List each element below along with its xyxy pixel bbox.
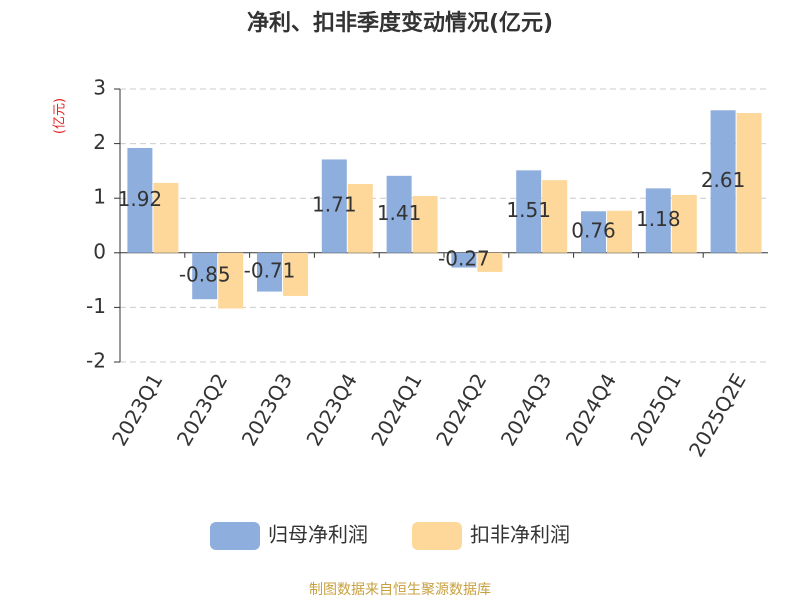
- data-label: 1.51: [506, 198, 551, 222]
- y-tick-label: 3: [93, 76, 106, 100]
- data-label: 1.71: [312, 193, 357, 217]
- y-tick-label: 0: [93, 239, 106, 263]
- chart-title: 净利、扣非季度变动情况(亿元): [247, 10, 553, 36]
- bar: [218, 252, 244, 309]
- legend-swatch[interactable]: [210, 522, 260, 550]
- bar: [645, 188, 671, 253]
- x-tick-label: 2024Q3: [496, 369, 556, 450]
- x-tick-label: 2023Q4: [301, 369, 361, 450]
- x-tick-label: 2023Q1: [107, 369, 167, 450]
- bar: [671, 194, 697, 253]
- bar: [710, 110, 736, 253]
- x-tick-label: 2024Q4: [561, 369, 621, 450]
- y-axis-label: (亿元): [53, 98, 68, 134]
- bar: [736, 113, 762, 253]
- bar: [477, 252, 503, 272]
- source-note: 制图数据来自恒生聚源数据库: [309, 582, 491, 598]
- x-tick-label: 2024Q1: [366, 369, 426, 450]
- bar: [192, 252, 218, 300]
- data-label: 1.18: [636, 207, 681, 231]
- bar: [581, 211, 606, 253]
- y-tick-label: -1: [86, 294, 106, 318]
- data-label: 1.41: [377, 201, 422, 225]
- data-label: -0.71: [244, 259, 296, 283]
- bar: [516, 170, 542, 253]
- data-label: -0.27: [438, 247, 490, 271]
- data-label: 2.61: [701, 168, 746, 192]
- bar: [451, 252, 477, 268]
- y-tick-label: 2: [93, 130, 106, 154]
- x-tick-label: 2025Q1: [625, 369, 685, 450]
- bar: [386, 175, 412, 253]
- bar: [321, 159, 347, 253]
- x-tick-label: 2025Q2E: [684, 369, 751, 461]
- y-tick-label: -2: [86, 349, 106, 373]
- bar: [542, 180, 568, 253]
- y-tick-label: 1: [93, 185, 106, 209]
- x-tick-label: 2023Q2: [172, 369, 232, 450]
- data-label: -0.85: [179, 263, 231, 287]
- bar: [127, 147, 153, 253]
- legend-label[interactable]: 扣非净利润: [470, 523, 570, 547]
- bar: [283, 252, 308, 296]
- data-label: 0.76: [571, 219, 616, 243]
- bar: [347, 184, 373, 253]
- bar: [257, 252, 282, 292]
- bar: [412, 196, 438, 253]
- legend-swatch[interactable]: [412, 522, 462, 550]
- legend-label[interactable]: 归母净利润: [268, 523, 368, 547]
- data-label: 1.92: [118, 187, 163, 211]
- x-tick-label: 2024Q2: [431, 369, 491, 450]
- bar: [607, 210, 632, 253]
- bar: [153, 182, 179, 253]
- x-tick-label: 2023Q3: [237, 369, 297, 450]
